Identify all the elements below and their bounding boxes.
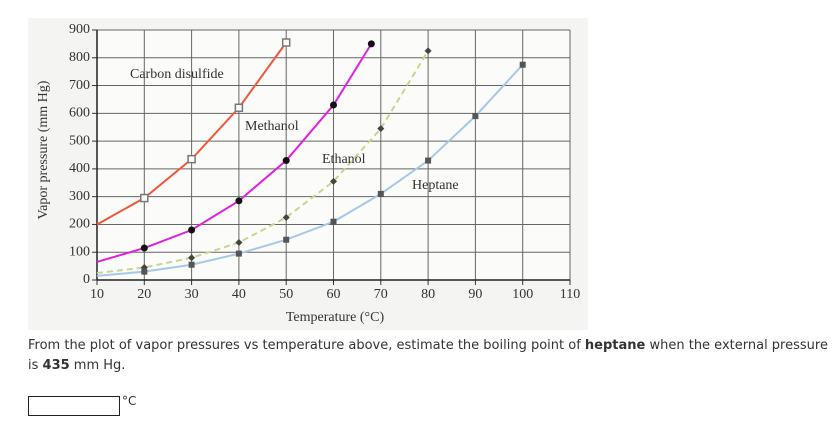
y-tick-label: 100 <box>69 244 90 259</box>
question-text: mm Hg. <box>69 358 126 373</box>
y-tick-label: 0 <box>83 272 90 287</box>
marker <box>330 177 337 185</box>
marker <box>472 113 479 120</box>
marker <box>425 157 432 164</box>
series-label: Heptane <box>412 178 459 193</box>
x-tick-label: 40 <box>232 287 246 302</box>
marker <box>235 197 243 205</box>
x-tick-label: 20 <box>137 287 151 302</box>
marker <box>187 154 196 164</box>
x-tick-label: 90 <box>468 287 482 302</box>
series-label: Carbon disulfide <box>130 67 224 82</box>
question-substance: heptane <box>584 338 646 353</box>
question-text: From the plot of vapor pressures vs temp… <box>28 338 585 353</box>
x-axis-title: Temperature (°C) <box>286 310 385 325</box>
x-tick-label: 70 <box>374 287 388 302</box>
marker <box>234 103 244 113</box>
y-tick-label: 300 <box>69 189 90 204</box>
marker <box>235 239 243 246</box>
marker <box>330 218 337 225</box>
x-tick-label: 50 <box>279 287 293 302</box>
series-label: Ethanol <box>322 152 366 167</box>
y-tick-label: 600 <box>69 106 90 121</box>
y-tick-label: 800 <box>69 50 90 65</box>
chart: Vapor pressure (mm Hg) Temperature (°C) … <box>28 18 588 330</box>
x-tick-label: 100 <box>512 287 533 302</box>
y-tick-label: 700 <box>69 78 90 93</box>
marker <box>188 226 196 234</box>
y-tick-label: 200 <box>69 217 90 232</box>
question-text: when the external pressure is <box>28 338 828 373</box>
series-line <box>96 50 429 275</box>
marker <box>377 190 384 197</box>
marker <box>188 254 196 262</box>
marker <box>330 101 337 109</box>
marker <box>367 40 375 48</box>
y-tick-label: 400 <box>69 161 90 176</box>
x-tick-label: 60 <box>327 287 341 302</box>
x-tick-label: 30 <box>185 287 199 302</box>
marker <box>235 250 242 257</box>
marker <box>424 47 432 55</box>
marker <box>519 61 526 68</box>
marker <box>283 236 290 243</box>
marker <box>188 261 195 268</box>
series-line <box>96 64 524 277</box>
question-pressure: 435 <box>42 358 70 373</box>
series-label: Methanol <box>245 119 299 134</box>
marker <box>377 125 385 133</box>
answer-input[interactable] <box>28 396 120 416</box>
marker <box>141 268 148 275</box>
x-tick-label: 110 <box>560 287 580 302</box>
question: From the plot of vapor pressures vs temp… <box>28 336 828 376</box>
marker <box>140 244 148 252</box>
y-tick-label: 900 <box>69 22 90 37</box>
marker <box>282 214 290 221</box>
answer-unit: °C <box>122 394 137 408</box>
y-tick-label: 500 <box>69 133 90 148</box>
x-tick-label: 10 <box>90 287 104 302</box>
answer-row: °C <box>28 394 137 416</box>
marker <box>140 193 149 203</box>
x-tick-label: 80 <box>421 287 435 302</box>
marker <box>282 157 290 165</box>
y-axis-title: Vapor pressure (mm Hg) <box>36 80 51 219</box>
marker <box>281 38 291 47</box>
